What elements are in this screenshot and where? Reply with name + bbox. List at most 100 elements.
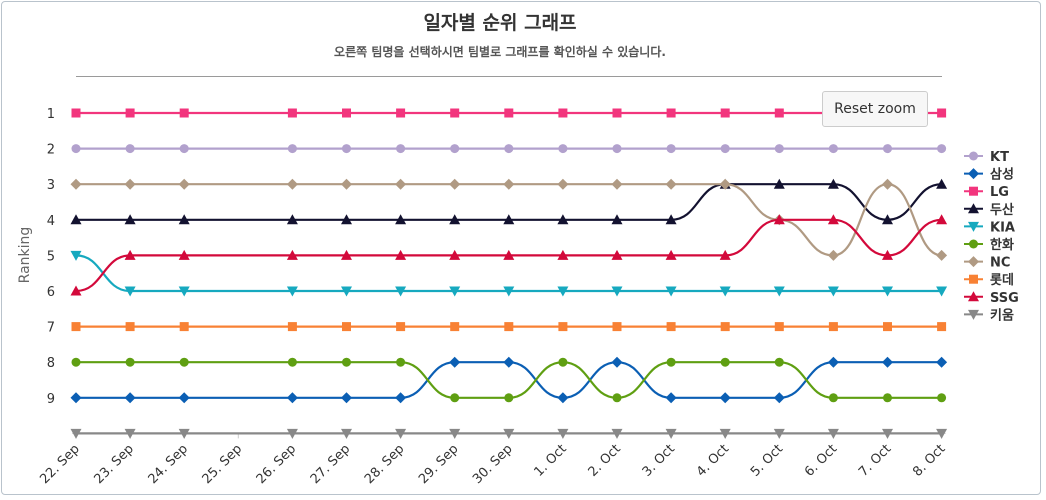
data-point-team6[interactable]	[883, 393, 892, 403]
data-point-team8[interactable]	[558, 322, 568, 332]
series-nc[interactable]	[70, 178, 948, 261]
data-point-team2[interactable]	[557, 392, 569, 404]
data-point-team8[interactable]	[179, 322, 189, 332]
data-point-nc[interactable]	[503, 178, 515, 190]
data-point-lg[interactable]	[558, 108, 568, 118]
data-point-team6[interactable]	[71, 357, 81, 367]
data-point-kt[interactable]	[450, 144, 460, 154]
series-team10[interactable]	[70, 428, 948, 439]
data-point-team6[interactable]	[287, 357, 297, 367]
series-line-kia[interactable]	[75, 254, 942, 293]
data-point-team6[interactable]	[720, 357, 730, 367]
data-point-team2[interactable]	[395, 392, 407, 404]
data-point-ssg[interactable]	[70, 285, 82, 296]
legend-item-team2[interactable]: 삼성	[964, 167, 1014, 183]
legend-item-ssg[interactable]: SSG	[964, 291, 1019, 306]
data-point-team2[interactable]	[503, 356, 515, 368]
data-point-kia[interactable]	[70, 250, 82, 261]
data-point-team6[interactable]	[342, 357, 351, 367]
data-point-team4[interactable]	[773, 178, 785, 189]
data-point-team4[interactable]	[70, 214, 82, 225]
data-point-team4[interactable]	[178, 214, 190, 225]
data-point-kia[interactable]	[178, 286, 190, 297]
legend-item-team10[interactable]: 키움	[964, 307, 1014, 323]
data-point-lg[interactable]	[179, 108, 189, 118]
reset-zoom-button[interactable]: Reset zoom	[822, 91, 928, 127]
data-point-team6[interactable]	[179, 357, 189, 367]
data-point-team8[interactable]	[504, 322, 514, 332]
data-point-team10[interactable]	[70, 428, 82, 439]
series-kt[interactable]	[71, 144, 947, 154]
legend-item-team8[interactable]: 롯데	[964, 273, 1014, 288]
legend-marker-kia[interactable]	[968, 221, 979, 232]
series-line-team2[interactable]	[75, 361, 942, 399]
data-point-team10[interactable]	[936, 428, 948, 439]
data-point-team2[interactable]	[341, 392, 352, 404]
data-point-kia[interactable]	[665, 286, 677, 297]
data-point-team6[interactable]	[558, 357, 568, 367]
data-point-lg[interactable]	[666, 108, 676, 118]
data-point-team8[interactable]	[774, 322, 784, 332]
data-point-team8[interactable]	[666, 322, 676, 332]
data-point-team10[interactable]	[665, 428, 677, 439]
data-point-ssg[interactable]	[719, 249, 731, 260]
data-point-team10[interactable]	[882, 428, 893, 439]
data-point-kia[interactable]	[773, 286, 785, 297]
data-point-kt[interactable]	[612, 144, 622, 154]
series-ssg[interactable]	[70, 214, 948, 296]
data-point-kt[interactable]	[125, 144, 135, 154]
data-point-team4[interactable]	[611, 214, 623, 225]
data-point-nc[interactable]	[124, 178, 136, 190]
data-point-team4[interactable]	[882, 214, 893, 225]
series-line-team6[interactable]	[75, 361, 942, 399]
legend-marker-kt[interactable]	[969, 151, 978, 161]
data-point-kia[interactable]	[827, 286, 839, 297]
data-point-kia[interactable]	[124, 286, 136, 297]
legend-marker-lg[interactable]	[969, 186, 978, 196]
legend-item-team4[interactable]: 두산	[964, 202, 1014, 218]
data-point-team6[interactable]	[612, 393, 622, 403]
data-point-lg[interactable]	[287, 108, 297, 118]
data-point-team8[interactable]	[720, 322, 730, 332]
data-point-ssg[interactable]	[124, 249, 136, 260]
legend-item-team6[interactable]: 한화	[964, 237, 1014, 253]
data-point-ssg[interactable]	[178, 249, 190, 260]
series-line-team4[interactable]	[76, 183, 942, 221]
legend-marker-ssg[interactable]	[968, 291, 979, 302]
legend-item-nc[interactable]: NC	[964, 256, 1010, 271]
data-point-team8[interactable]	[125, 322, 135, 332]
legend-marker-team10[interactable]	[968, 309, 979, 320]
data-point-ssg[interactable]	[449, 249, 461, 260]
data-point-nc[interactable]	[286, 178, 298, 190]
legend-item-kt[interactable]: KT	[964, 150, 1009, 165]
data-point-lg[interactable]	[450, 108, 460, 118]
series-team8[interactable]	[71, 322, 947, 332]
data-point-kt[interactable]	[937, 144, 947, 154]
data-point-team2[interactable]	[611, 356, 623, 368]
data-point-team2[interactable]	[286, 392, 298, 404]
data-point-team6[interactable]	[774, 357, 784, 367]
data-point-team2[interactable]	[665, 392, 677, 404]
data-point-kt[interactable]	[828, 144, 838, 154]
data-point-nc[interactable]	[936, 249, 948, 261]
data-point-team6[interactable]	[937, 393, 947, 403]
data-point-ssg[interactable]	[611, 249, 623, 260]
data-point-team4[interactable]	[449, 214, 461, 225]
data-point-team4[interactable]	[395, 214, 407, 225]
data-point-ssg[interactable]	[773, 214, 785, 225]
series-team2[interactable]	[70, 356, 948, 404]
data-point-nc[interactable]	[395, 178, 407, 190]
data-point-kia[interactable]	[719, 286, 731, 297]
data-point-kia[interactable]	[286, 286, 298, 297]
data-point-kia[interactable]	[557, 286, 569, 297]
legend-marker-team4[interactable]	[968, 203, 979, 214]
data-point-lg[interactable]	[774, 108, 784, 118]
data-point-kt[interactable]	[71, 144, 81, 154]
data-point-ssg[interactable]	[665, 249, 677, 260]
data-point-kt[interactable]	[774, 144, 784, 154]
data-point-team2[interactable]	[882, 356, 893, 368]
data-point-nc[interactable]	[665, 178, 677, 190]
data-point-nc[interactable]	[178, 178, 190, 190]
data-point-team10[interactable]	[503, 428, 515, 439]
data-point-team4[interactable]	[665, 214, 677, 225]
